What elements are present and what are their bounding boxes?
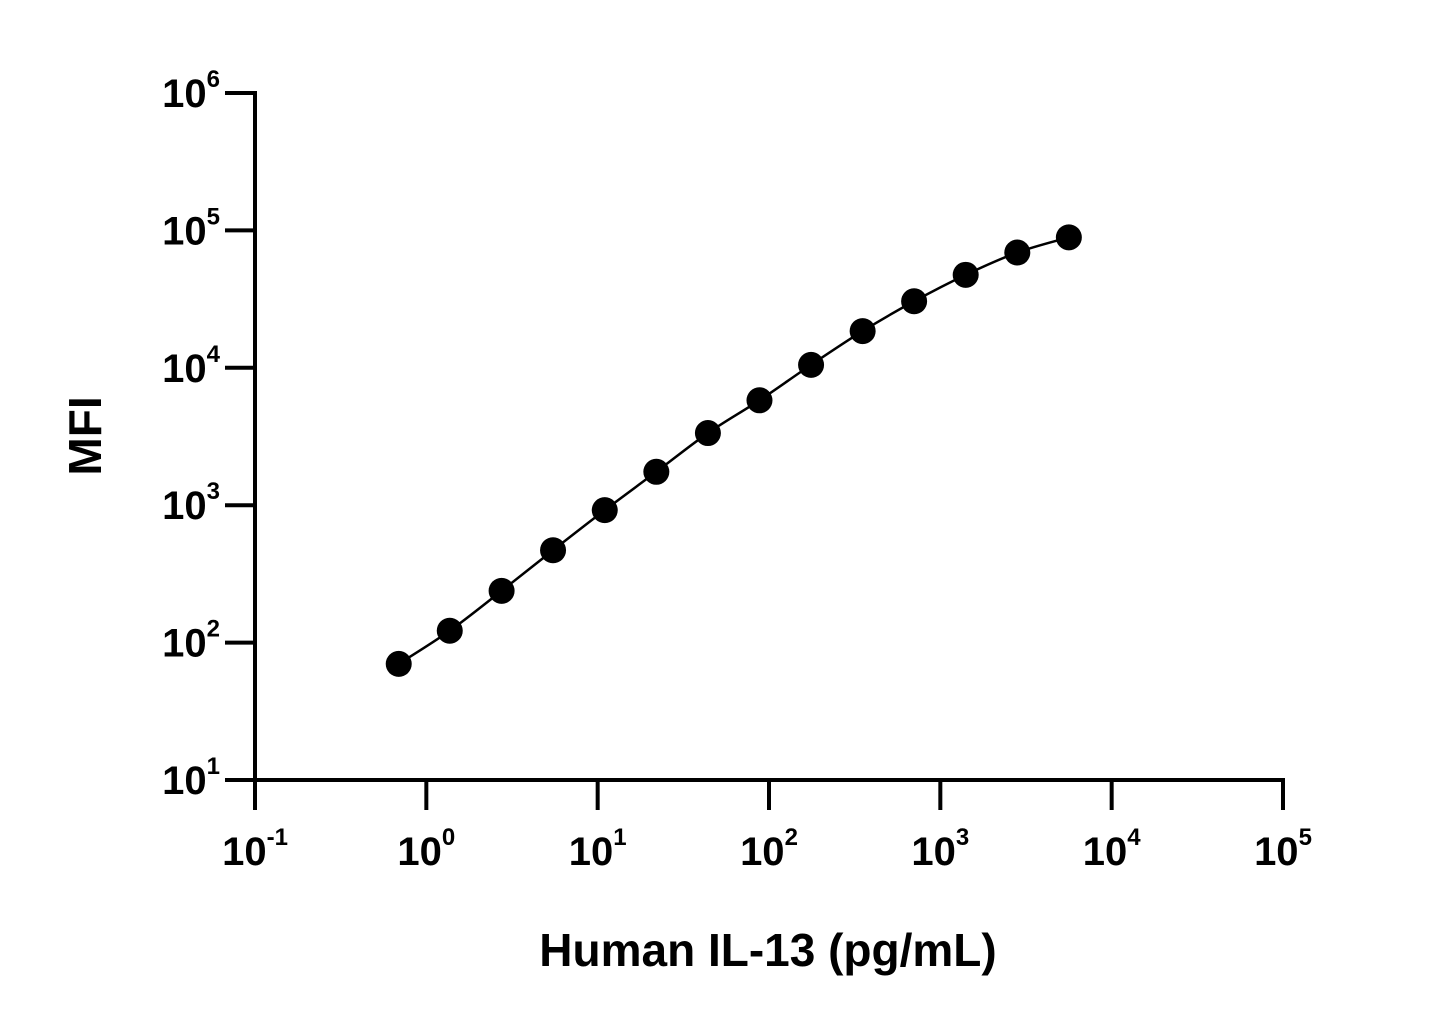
y-tick-base: 10 (162, 347, 207, 391)
y-tick-exponent: 6 (207, 66, 220, 93)
data-point (488, 577, 515, 604)
x-axis-ticks: 10-1 100 101 102 103 104 105 (222, 780, 1312, 874)
data-point (1004, 239, 1031, 266)
y-tick-label: 103 (162, 478, 220, 528)
y-tick-base: 10 (162, 759, 207, 803)
y-tick-base: 10 (162, 72, 207, 116)
data-point (901, 288, 928, 315)
x-tick-base: 10 (1083, 830, 1128, 874)
x-tick-exponent: 5 (1299, 824, 1312, 851)
y-tick-exponent: 1 (207, 753, 220, 780)
x-tick-label: 10-1 (222, 824, 288, 874)
x-tick-exponent: -1 (267, 824, 288, 851)
x-tick-base: 10 (397, 830, 442, 874)
y-tick-exponent: 5 (207, 203, 220, 230)
data-point (540, 537, 567, 564)
x-tick-exponent: 0 (442, 824, 455, 851)
axes (253, 91, 1285, 782)
data-point (643, 458, 670, 485)
x-tick-base: 10 (222, 830, 267, 874)
data-points (385, 224, 1082, 677)
y-tick-exponent: 2 (207, 616, 220, 643)
data-point (694, 420, 721, 447)
data-point (952, 261, 979, 288)
x-tick-exponent: 4 (1127, 824, 1141, 851)
data-point (1055, 224, 1082, 251)
y-tick-label: 105 (162, 203, 220, 253)
x-tick-exponent: 3 (956, 824, 969, 851)
data-point (385, 650, 412, 677)
y-tick-exponent: 3 (207, 478, 220, 505)
data-point (746, 387, 773, 414)
x-tick-exponent: 1 (613, 824, 626, 851)
x-tick-label: 104 (1083, 824, 1142, 874)
y-tick-label: 104 (162, 341, 221, 391)
x-tick-base: 10 (911, 830, 956, 874)
x-axis-title: Human IL-13 (pg/mL) (539, 924, 996, 976)
y-tick-base: 10 (162, 622, 207, 666)
x-tick-label: 102 (740, 824, 798, 874)
x-tick-base: 10 (1254, 830, 1299, 874)
y-axis-title: MFI (59, 396, 111, 475)
x-tick-base: 10 (569, 830, 614, 874)
x-tick-exponent: 2 (785, 824, 798, 851)
y-tick-label: 101 (162, 753, 220, 803)
data-point (798, 351, 825, 378)
y-tick-label: 106 (162, 66, 220, 116)
x-tick-label: 105 (1254, 824, 1312, 874)
x-tick-base: 10 (740, 830, 785, 874)
data-point (849, 318, 876, 345)
x-tick-label: 101 (569, 824, 627, 874)
data-point (591, 497, 618, 524)
x-tick-label: 103 (911, 824, 969, 874)
y-tick-base: 10 (162, 209, 207, 253)
x-tick-label: 100 (397, 824, 455, 874)
y-tick-exponent: 4 (207, 341, 221, 368)
data-point (436, 617, 463, 644)
y-tick-label: 102 (162, 616, 220, 666)
y-tick-base: 10 (162, 484, 207, 528)
